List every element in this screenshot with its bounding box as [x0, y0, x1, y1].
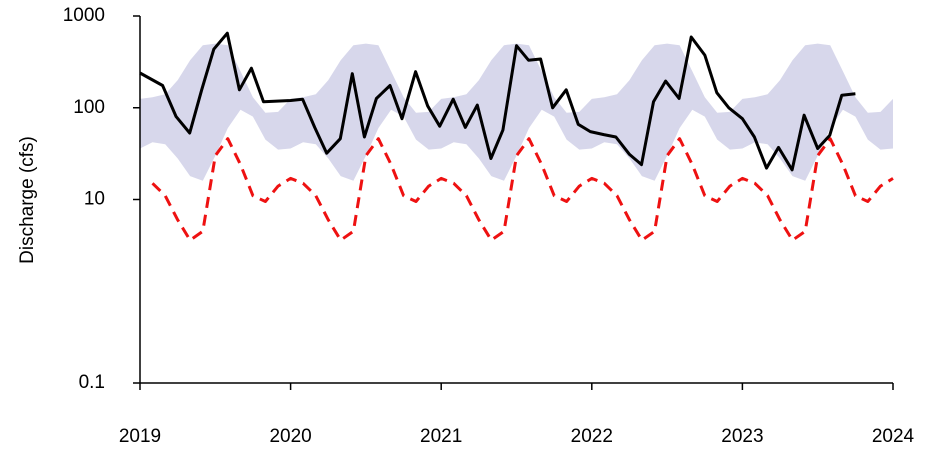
y-tick-label: 100 [73, 97, 105, 118]
y-axis-title: Discharge (cfs) [17, 136, 38, 264]
range-band [140, 43, 893, 181]
x-tick-label: 2019 [119, 426, 161, 447]
x-tick-label: 2022 [571, 426, 613, 447]
dashed-line [151, 137, 894, 242]
x-tick-label: 2021 [420, 426, 462, 447]
y-tick-label: 1000 [63, 5, 105, 26]
x-tick-label: 2023 [721, 426, 763, 447]
x-tick-label: 2020 [269, 426, 311, 447]
x-tick-label: 2024 [872, 426, 915, 447]
y-tick-label: 0.1 [79, 372, 105, 393]
y-tick-label: 10 [84, 189, 105, 210]
line [139, 31, 856, 172]
